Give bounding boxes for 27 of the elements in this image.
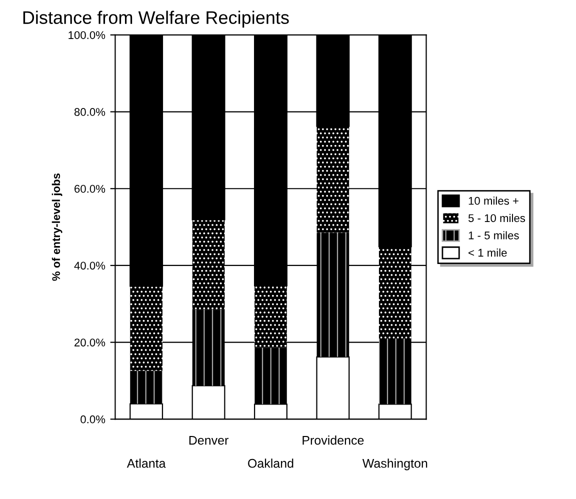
x-tick-label: Providence bbox=[302, 436, 364, 445]
chart-title: Distance from Welfare Recipients bbox=[23, 10, 289, 28]
x-tick-label: Washington bbox=[362, 458, 428, 470]
y-tick-label: 0.0% bbox=[80, 415, 106, 424]
bar bbox=[378, 338, 412, 404]
x-tick-label: Denver bbox=[189, 436, 228, 445]
bar bbox=[192, 310, 225, 386]
y-tick-label: 20.0% bbox=[74, 338, 106, 346]
y-tick-label: 40.0% bbox=[74, 262, 106, 270]
y-tick-label: 100.0% bbox=[68, 31, 106, 40]
bar bbox=[254, 348, 287, 404]
bar bbox=[130, 286, 162, 371]
y-axis-title: % of entry-level jobs bbox=[52, 173, 62, 281]
bar bbox=[130, 370, 162, 404]
y-tick-label: 60.0% bbox=[74, 184, 106, 193]
legend-label: 1 - 5 miles bbox=[468, 231, 519, 240]
legend-label: 5 - 10 miles bbox=[468, 214, 526, 222]
bar bbox=[378, 246, 412, 338]
bar bbox=[316, 232, 350, 357]
y-tick-label: 80.0% bbox=[74, 108, 106, 116]
bar bbox=[316, 126, 350, 233]
x-tick-label: Oakland bbox=[248, 458, 294, 468]
bar bbox=[254, 286, 287, 348]
bar bbox=[192, 220, 225, 310]
legend-label: < 1 mile bbox=[468, 248, 507, 257]
x-tick-label: Atlanta bbox=[126, 458, 166, 468]
legend-label: 10 miles + bbox=[468, 196, 518, 205]
